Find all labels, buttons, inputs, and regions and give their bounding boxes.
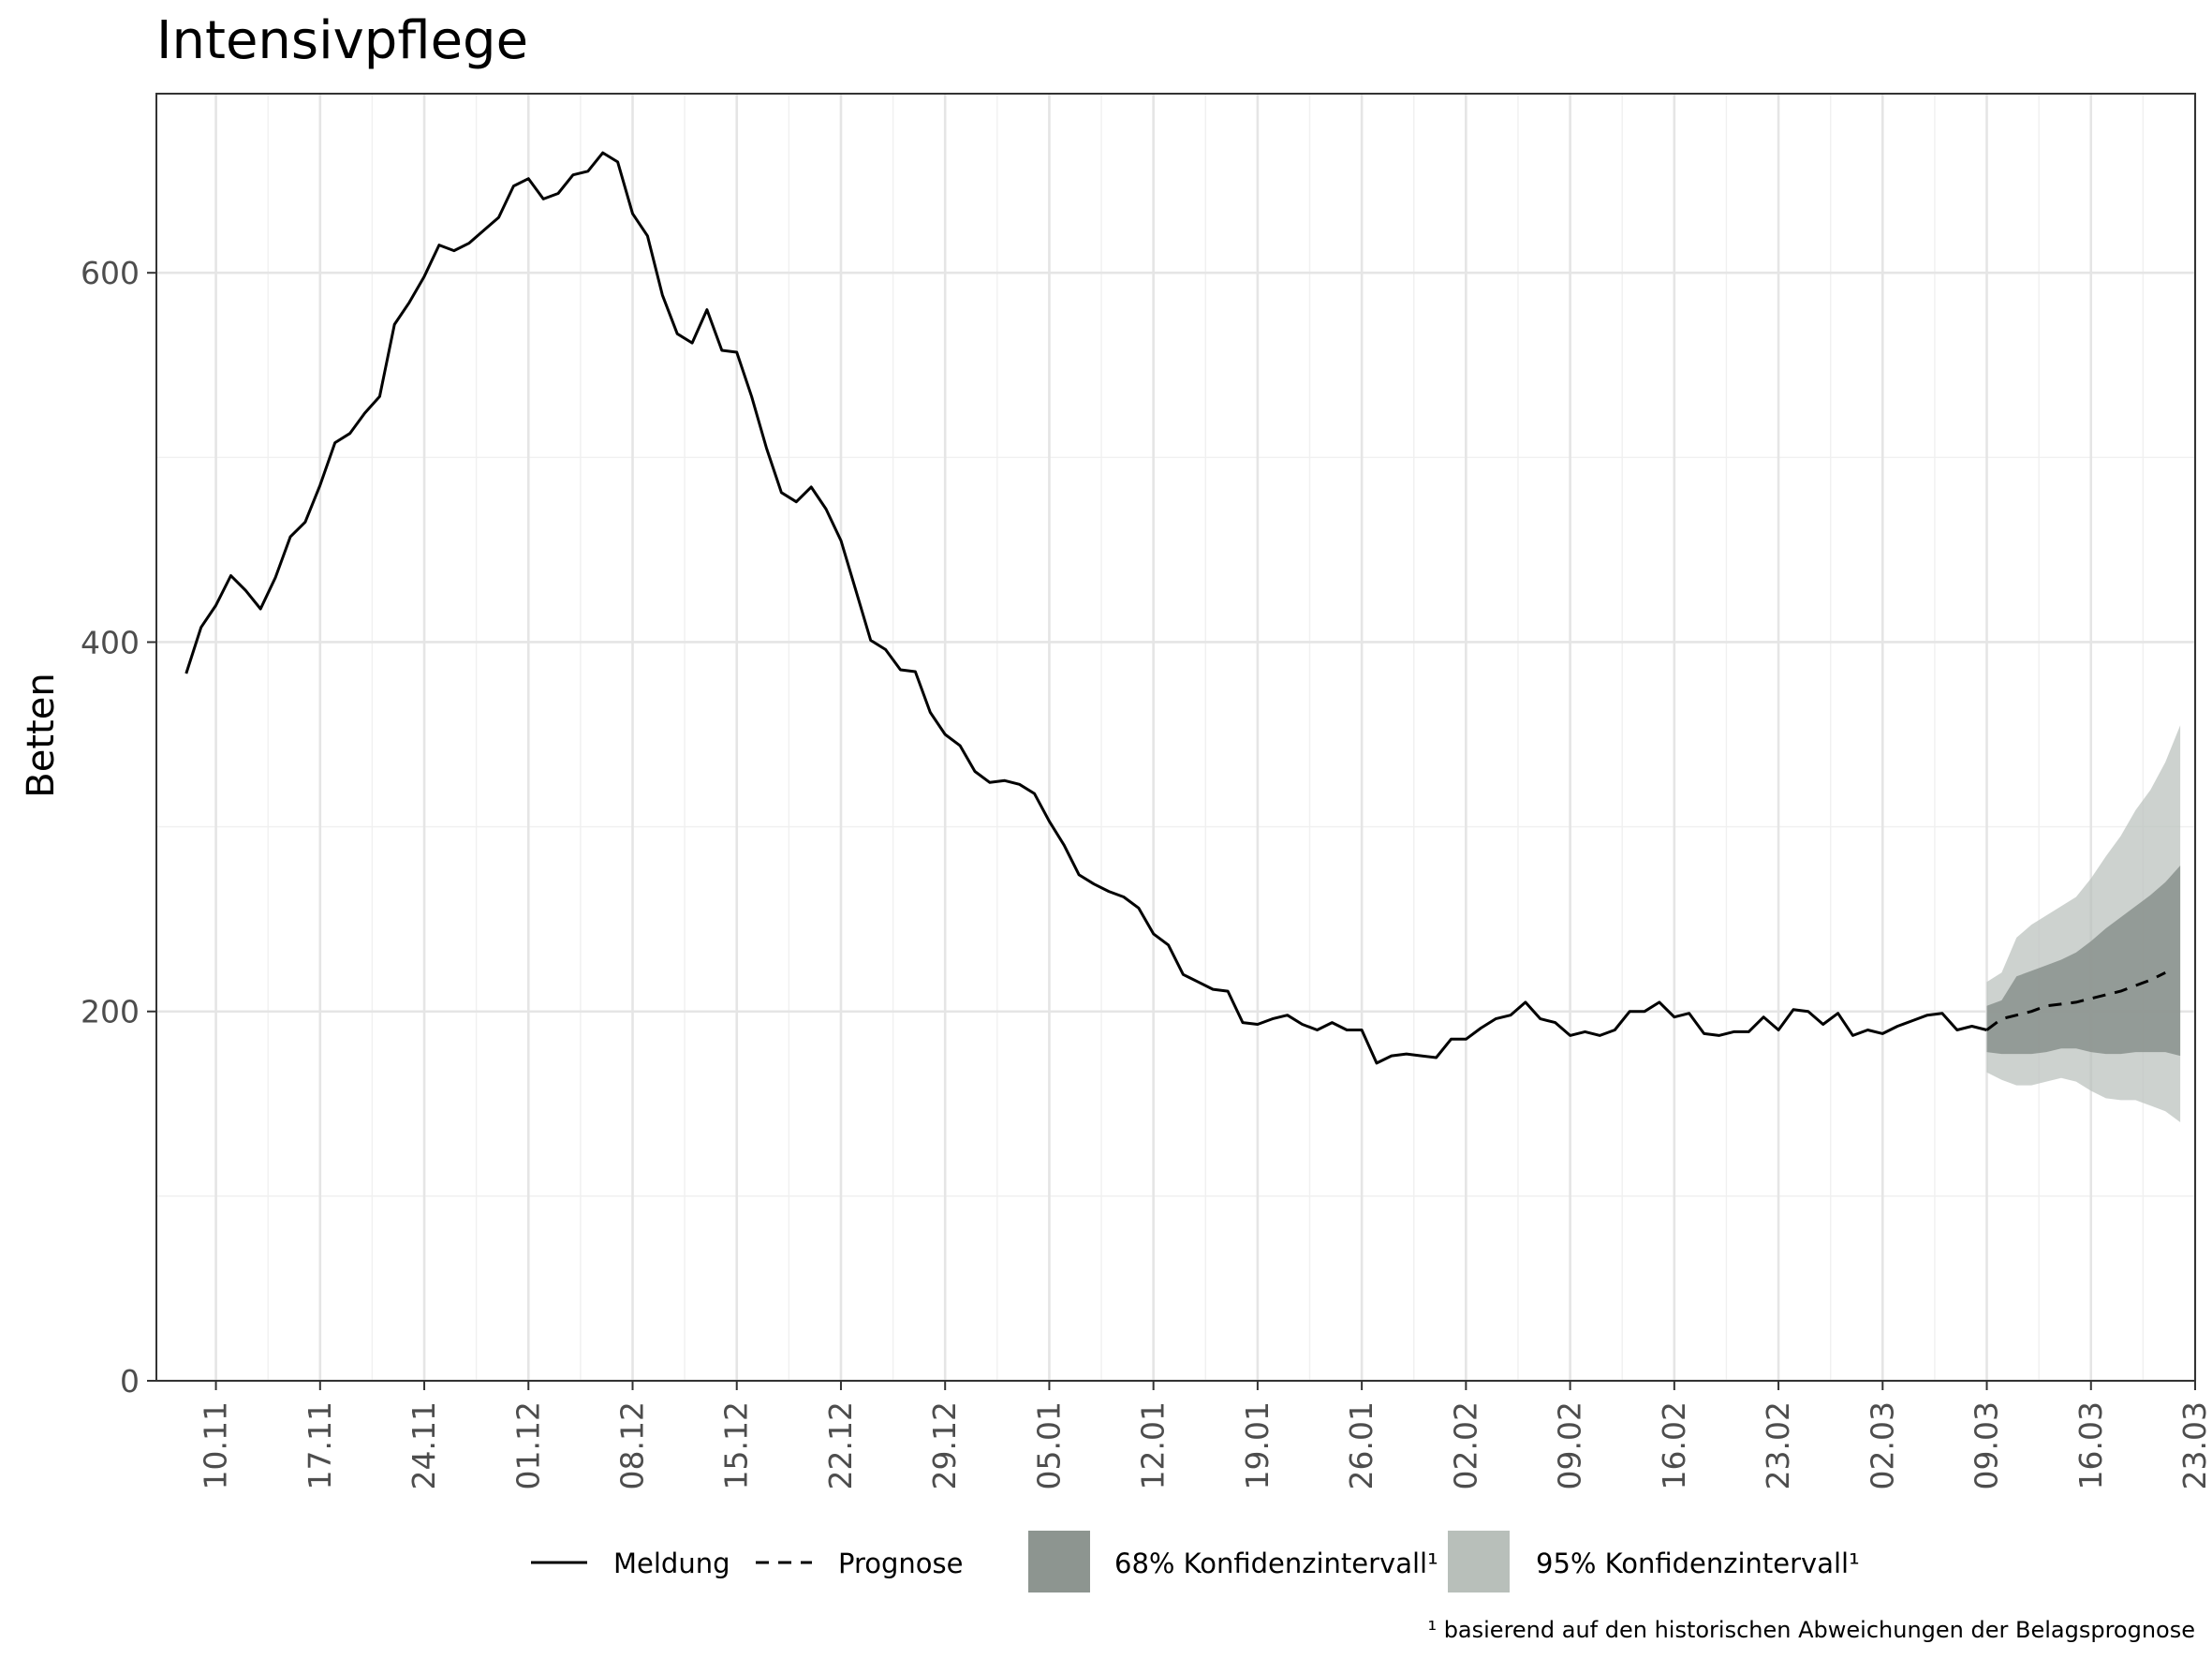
legend-label-ci68: 68% Konfidenzintervall¹ bbox=[1114, 1548, 1438, 1579]
legend-key-ci68 bbox=[1028, 1531, 1090, 1592]
x-tick-label: 16.02 bbox=[1656, 1401, 1692, 1489]
x-tick-label: 24.11 bbox=[406, 1401, 442, 1489]
x-tick-label: 17.11 bbox=[302, 1401, 338, 1489]
x-tick-label: 01.12 bbox=[509, 1401, 546, 1489]
x-tick-label: 16.03 bbox=[2072, 1401, 2109, 1489]
y-axis: 0 200 400 600 bbox=[81, 255, 156, 1400]
x-tick-label: 09.02 bbox=[1552, 1401, 1588, 1489]
legend: Meldung Prognose 68% Konfidenzintervall¹… bbox=[531, 1531, 1860, 1592]
footnote: ¹ basierend auf den historischen Abweich… bbox=[1427, 1617, 2195, 1643]
plot-border bbox=[155, 93, 2196, 1382]
series-line-meldung bbox=[184, 151, 1987, 1065]
legend-key-ci95 bbox=[1448, 1531, 1510, 1592]
series-line-prognose bbox=[1985, 970, 2166, 1031]
chart-title: Intensivpflege bbox=[156, 10, 528, 71]
y-tick-label: 400 bbox=[81, 624, 140, 660]
x-tick-label: 15.12 bbox=[718, 1401, 755, 1489]
y-tick-label: 600 bbox=[81, 255, 140, 291]
x-tick-label: 26.01 bbox=[1343, 1401, 1379, 1489]
grid-major bbox=[156, 94, 2197, 1383]
x-tick-label: 23.03 bbox=[2176, 1401, 2212, 1489]
x-tick-label: 29.12 bbox=[926, 1401, 963, 1489]
confidence-bands bbox=[1986, 725, 2181, 1122]
x-tick-label: 08.12 bbox=[614, 1401, 651, 1489]
x-tick-label: 23.02 bbox=[1760, 1401, 1796, 1489]
band-68-percent bbox=[1986, 866, 2181, 1057]
legend-label-prognose: Prognose bbox=[838, 1548, 964, 1579]
x-tick-label: 12.01 bbox=[1135, 1401, 1172, 1489]
legend-label-ci95: 95% Konfidenzintervall¹ bbox=[1536, 1548, 1860, 1579]
x-axis: 10.11 17.11 24.11 01.12 08.12 15.12 22.12 29.12… bbox=[198, 1381, 2212, 1489]
grid-minor bbox=[156, 94, 2195, 1381]
x-tick-label: 02.03 bbox=[1864, 1401, 1900, 1489]
legend-label-meldung: Meldung bbox=[613, 1548, 730, 1579]
y-axis-label: Betten bbox=[20, 673, 63, 797]
x-tick-label: 22.12 bbox=[822, 1401, 859, 1489]
x-tick-label: 02.02 bbox=[1447, 1401, 1483, 1489]
y-tick-label: 0 bbox=[120, 1363, 140, 1400]
x-tick-label: 05.01 bbox=[1030, 1401, 1067, 1489]
x-tick-label: 09.03 bbox=[1969, 1401, 2005, 1489]
y-tick-label: 200 bbox=[81, 994, 140, 1030]
x-tick-label: 10.11 bbox=[198, 1401, 234, 1489]
series-lines bbox=[184, 151, 2166, 1065]
x-tick-label: 19.01 bbox=[1239, 1401, 1276, 1489]
